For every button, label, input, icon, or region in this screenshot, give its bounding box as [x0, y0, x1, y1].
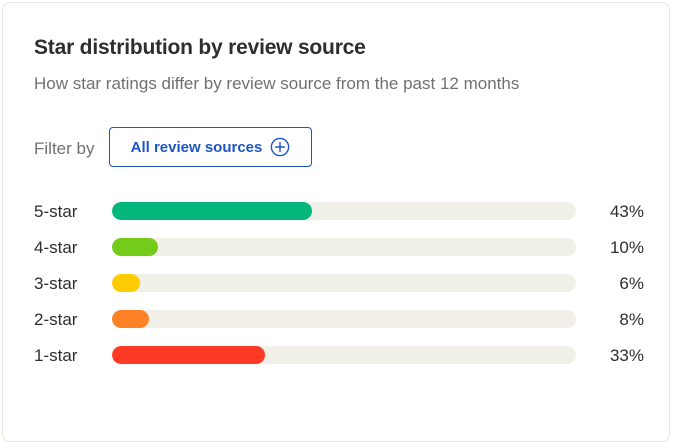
distribution-row-5-star: 5-star 43% — [34, 199, 644, 223]
filter-button-label: All review sources — [130, 138, 263, 156]
card-subtitle: How star ratings differ by review source… — [34, 74, 520, 93]
distribution-bar-fill — [112, 310, 150, 328]
star-label: 3-star — [34, 274, 78, 293]
percent-label: 6% — [619, 274, 644, 293]
distribution-bar-fill — [112, 274, 140, 292]
filter-label: Filter by — [34, 139, 95, 158]
percent-label: 10% — [609, 238, 644, 257]
review-source-filter-button[interactable]: All review sources — [109, 127, 312, 167]
distribution-row-4-star: 4-star 10% — [34, 235, 644, 259]
star-label: 5-star — [34, 202, 78, 221]
plus-circle-icon — [271, 137, 290, 157]
distribution-bar-track — [112, 274, 576, 292]
distribution-bar-track — [112, 238, 576, 256]
distribution-bar-fill — [112, 238, 159, 256]
distribution-row-2-star: 2-star 8% — [34, 307, 644, 331]
distribution-bar-track — [112, 346, 576, 364]
percent-label: 8% — [619, 310, 644, 329]
distribution-bar-fill — [112, 202, 312, 220]
distribution-list: 5-star 43% 4-star 10% 3-star 6% 2-star — [3, 3, 669, 441]
percent-label: 33% — [609, 346, 644, 365]
distribution-bar-fill — [112, 346, 266, 364]
distribution-bar-track — [112, 202, 576, 220]
star-label: 1-star — [34, 346, 78, 365]
percent-label: 43% — [609, 202, 644, 221]
distribution-row-3-star: 3-star 6% — [34, 271, 644, 295]
star-label: 4-star — [34, 238, 78, 257]
star-label: 2-star — [34, 310, 78, 329]
distribution-bar-track — [112, 310, 576, 328]
distribution-row-1-star: 1-star 33% — [34, 343, 644, 367]
card-title: Star distribution by review source — [34, 36, 366, 59]
